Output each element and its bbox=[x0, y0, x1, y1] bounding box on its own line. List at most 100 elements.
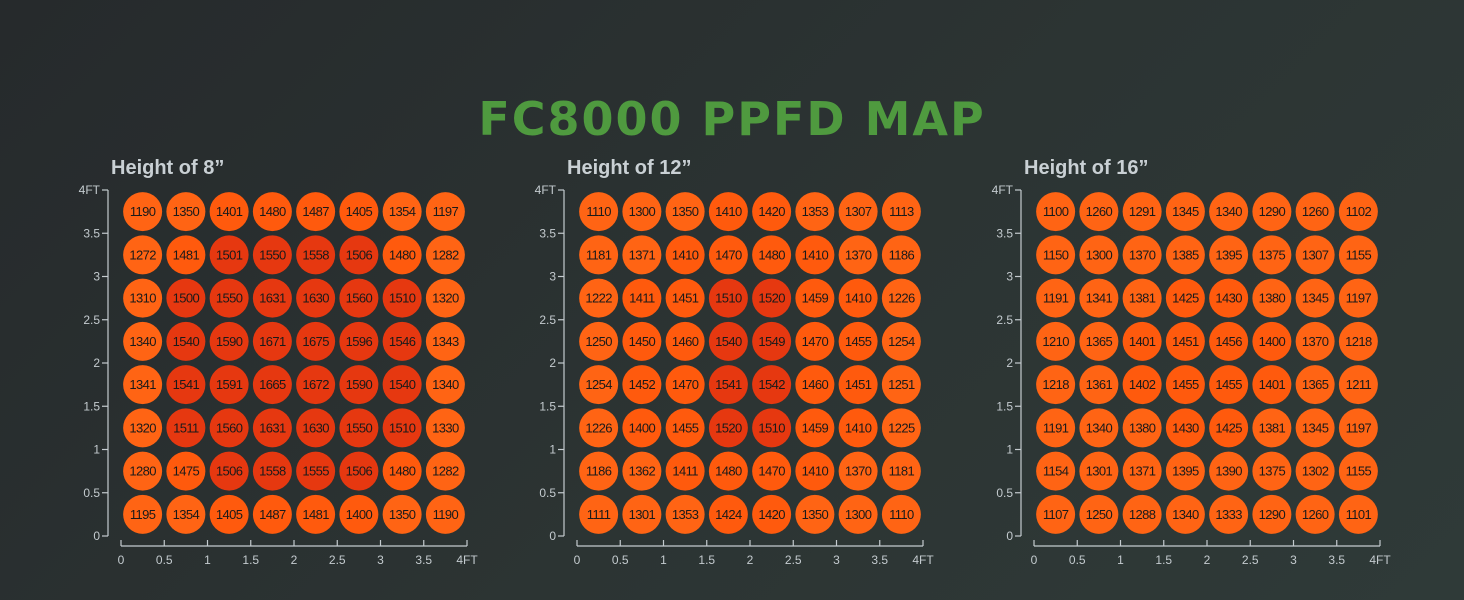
ppfd-point bbox=[209, 235, 249, 275]
ppfd-point bbox=[665, 408, 705, 448]
ppfd-point bbox=[1338, 408, 1378, 448]
ppfd-value-label: 1596 bbox=[346, 334, 373, 349]
ppfd-point bbox=[1036, 451, 1076, 491]
ppfd-value-label: 1290 bbox=[1259, 204, 1286, 219]
x-tick-label: 2 bbox=[1204, 553, 1211, 567]
ppfd-value-label: 1550 bbox=[259, 247, 286, 262]
ppfd-point bbox=[881, 451, 921, 491]
ppfd-point bbox=[665, 278, 705, 318]
ppfd-value-label: 1541 bbox=[715, 377, 742, 392]
ppfd-point bbox=[752, 451, 792, 491]
y-tick-label: 0.5 bbox=[83, 486, 100, 500]
ppfd-value-label: 1541 bbox=[173, 377, 200, 392]
ppfd-value-label: 1345 bbox=[1172, 204, 1199, 219]
ppfd-point bbox=[252, 278, 292, 318]
ppfd-value-label: 1501 bbox=[216, 247, 243, 262]
ppfd-point bbox=[1295, 321, 1335, 361]
ppfd-point bbox=[252, 365, 292, 405]
ppfd-point bbox=[1252, 451, 1292, 491]
ppfd-point bbox=[708, 192, 748, 232]
ppfd-point bbox=[665, 235, 705, 275]
x-tick-label: 2 bbox=[291, 553, 298, 567]
ppfd-value-label: 1459 bbox=[802, 420, 829, 435]
ppfd-value-label: 1430 bbox=[1172, 420, 1199, 435]
x-tick-label: 4FT bbox=[456, 553, 478, 567]
ppfd-value-label: 1405 bbox=[216, 507, 243, 522]
ppfd-point bbox=[382, 235, 422, 275]
ppfd-value-label: 1481 bbox=[302, 507, 329, 522]
ppfd-value-label: 1330 bbox=[432, 420, 459, 435]
ppfd-point bbox=[579, 192, 619, 232]
ppfd-value-label: 1400 bbox=[1259, 334, 1286, 349]
ppfd-value-label: 1333 bbox=[1215, 507, 1242, 522]
ppfd-value-label: 1361 bbox=[1086, 377, 1113, 392]
y-tick-label: 0 bbox=[93, 529, 100, 543]
figure-title: FC8000 PPFD MAP bbox=[478, 92, 986, 146]
ppfd-point bbox=[708, 408, 748, 448]
y-tick-label: 1 bbox=[549, 443, 556, 457]
ppfd-value-label: 1402 bbox=[1129, 377, 1156, 392]
ppfd-value-label: 1365 bbox=[1302, 377, 1329, 392]
ppfd-value-label: 1251 bbox=[888, 377, 915, 392]
ppfd-value-label: 1365 bbox=[1086, 334, 1113, 349]
ppfd-point bbox=[838, 321, 878, 361]
ppfd-value-label: 1420 bbox=[758, 507, 785, 522]
ppfd-value-label: 1520 bbox=[715, 420, 742, 435]
ppfd-value-label: 1375 bbox=[1259, 247, 1286, 262]
ppfd-point bbox=[1209, 365, 1249, 405]
ppfd-value-label: 1456 bbox=[1215, 334, 1242, 349]
ppfd-value-label: 1353 bbox=[672, 507, 699, 522]
ppfd-value-label: 1630 bbox=[302, 291, 329, 306]
y-tick-label: 3.5 bbox=[996, 226, 1013, 240]
ppfd-value-label: 1411 bbox=[629, 291, 655, 306]
ppfd-value-label: 1550 bbox=[346, 420, 373, 435]
ppfd-point bbox=[339, 408, 379, 448]
y-tick-label: 3.5 bbox=[539, 226, 556, 240]
ppfd-point bbox=[1209, 408, 1249, 448]
ppfd-value-label: 1455 bbox=[845, 334, 872, 349]
ppfd-point bbox=[339, 494, 379, 534]
ppfd-point bbox=[795, 278, 835, 318]
ppfd-value-label: 1260 bbox=[1302, 507, 1329, 522]
ppfd-point bbox=[622, 494, 662, 534]
ppfd-point bbox=[579, 278, 619, 318]
ppfd-point bbox=[123, 321, 163, 361]
ppfd-point bbox=[339, 451, 379, 491]
ppfd-value-label: 1480 bbox=[715, 464, 742, 479]
ppfd-point bbox=[752, 192, 792, 232]
ppfd-point bbox=[1252, 408, 1292, 448]
ppfd-value-label: 1254 bbox=[585, 377, 612, 392]
ppfd-value-label: 1480 bbox=[758, 247, 785, 262]
x-tick-label: 4FT bbox=[912, 553, 934, 567]
ppfd-value-label: 1451 bbox=[672, 291, 699, 306]
ppfd-point bbox=[425, 192, 465, 232]
ppfd-point bbox=[1122, 365, 1162, 405]
ppfd-point bbox=[881, 365, 921, 405]
ppfd-point bbox=[252, 235, 292, 275]
ppfd-value-label: 1155 bbox=[1346, 464, 1372, 479]
x-tick-label: 0 bbox=[574, 553, 581, 567]
ppfd-value-label: 1307 bbox=[845, 204, 872, 219]
ppfd-value-label: 1480 bbox=[389, 464, 416, 479]
ppfd-point bbox=[1338, 365, 1378, 405]
ppfd-point bbox=[425, 321, 465, 361]
x-tick-label: 1 bbox=[204, 553, 211, 567]
ppfd-point bbox=[209, 365, 249, 405]
ppfd-value-label: 1665 bbox=[259, 377, 286, 392]
ppfd-value-label: 1400 bbox=[346, 507, 373, 522]
ppfd-point bbox=[622, 192, 662, 232]
ppfd-value-label: 1210 bbox=[1042, 334, 1069, 349]
ppfd-point bbox=[1165, 321, 1205, 361]
ppfd-value-label: 1470 bbox=[672, 377, 699, 392]
ppfd-value-label: 1225 bbox=[888, 420, 915, 435]
ppfd-value-label: 1350 bbox=[173, 204, 200, 219]
ppfd-value-label: 1280 bbox=[129, 464, 156, 479]
ppfd-value-label: 1282 bbox=[432, 464, 459, 479]
ppfd-point bbox=[1079, 408, 1119, 448]
ppfd-value-label: 1113 bbox=[889, 204, 914, 219]
ppfd-point bbox=[708, 278, 748, 318]
ppfd-point bbox=[579, 365, 619, 405]
x-tick-label: 2 bbox=[747, 553, 754, 567]
ppfd-value-label: 1197 bbox=[1346, 420, 1372, 435]
ppfd-point bbox=[1209, 278, 1249, 318]
